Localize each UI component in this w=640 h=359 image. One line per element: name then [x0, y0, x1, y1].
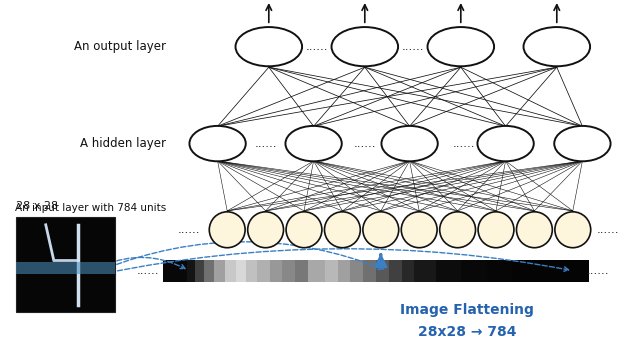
Ellipse shape [554, 126, 611, 161]
Ellipse shape [286, 212, 322, 248]
Text: ......: ...... [596, 223, 620, 236]
Text: ......: ...... [177, 223, 200, 236]
Ellipse shape [478, 212, 514, 248]
Text: ......: ...... [401, 40, 424, 53]
Text: 28 x 28: 28 x 28 [16, 201, 58, 211]
Ellipse shape [440, 212, 476, 248]
Bar [461, 260, 486, 282]
Bar [204, 260, 214, 282]
Text: ......: ...... [137, 264, 160, 277]
Bar [338, 260, 351, 282]
Bar [376, 260, 388, 282]
Text: ......: ...... [452, 137, 476, 150]
Ellipse shape [555, 212, 591, 248]
Text: An input layer with 784 units: An input layer with 784 units [15, 203, 166, 213]
Bar [16, 217, 115, 312]
Bar [308, 260, 325, 282]
Text: An output layer: An output layer [74, 40, 166, 53]
Bar [225, 260, 236, 282]
Bar [269, 260, 282, 282]
Ellipse shape [332, 27, 398, 66]
Bar [414, 260, 436, 282]
Bar [295, 260, 308, 282]
Bar [195, 260, 204, 282]
Text: ......: ...... [587, 264, 610, 277]
Text: A hidden layer: A hidden layer [81, 137, 166, 150]
Bar [187, 260, 195, 282]
Ellipse shape [248, 212, 284, 248]
Ellipse shape [381, 126, 438, 161]
Bar [16, 262, 115, 274]
Bar [163, 260, 187, 282]
Ellipse shape [401, 212, 437, 248]
Bar [364, 260, 376, 282]
Bar [388, 260, 401, 282]
Ellipse shape [285, 126, 342, 161]
Text: ......: ...... [353, 137, 376, 150]
Text: 28x28 → 784: 28x28 → 784 [418, 325, 516, 339]
Bar [257, 260, 269, 282]
Ellipse shape [324, 212, 360, 248]
Text: ......: ...... [305, 40, 328, 53]
Ellipse shape [428, 27, 494, 66]
Bar [325, 260, 338, 282]
Ellipse shape [524, 27, 590, 66]
Bar [282, 260, 295, 282]
Ellipse shape [363, 212, 399, 248]
Bar [246, 260, 257, 282]
Bar [214, 260, 225, 282]
Bar [436, 260, 461, 282]
Bar [401, 260, 414, 282]
Ellipse shape [516, 212, 552, 248]
Ellipse shape [189, 126, 246, 161]
Text: ......: ...... [254, 137, 277, 150]
Bar [236, 260, 246, 282]
Bar [486, 260, 512, 282]
Bar [351, 260, 364, 282]
Ellipse shape [477, 126, 534, 161]
Ellipse shape [209, 212, 245, 248]
Text: Image Flattening: Image Flattening [400, 303, 534, 317]
Ellipse shape [236, 27, 302, 66]
Bar [512, 260, 589, 282]
